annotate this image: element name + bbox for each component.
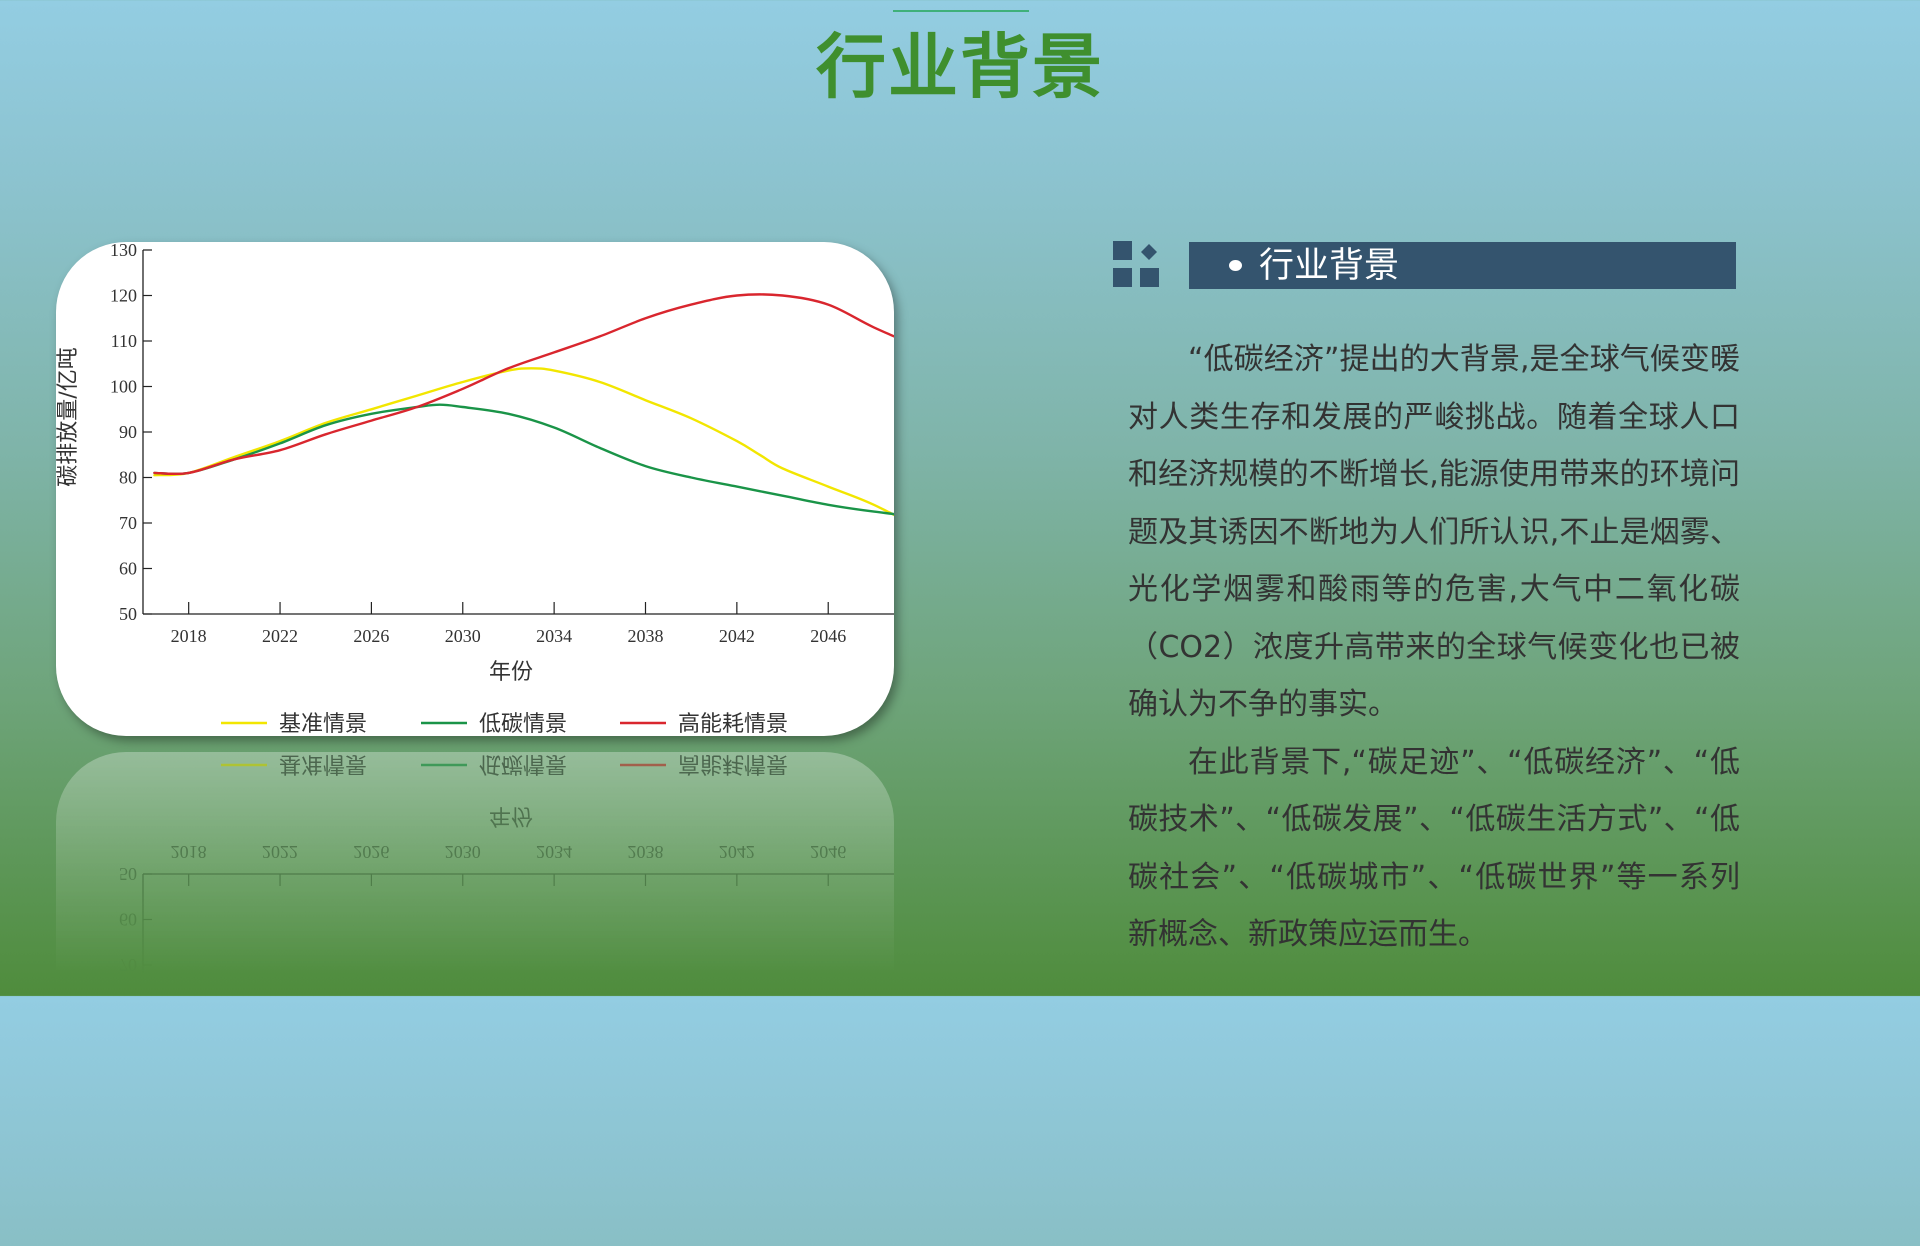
y-tick-label: 120 xyxy=(110,286,137,306)
legend-label: 基准情景 xyxy=(279,752,367,776)
series-line-1 xyxy=(153,367,894,517)
y-tick-label: 80 xyxy=(119,1001,137,1021)
legend-label: 高能耗情景 xyxy=(678,712,788,736)
y-tick-label: 50 xyxy=(119,864,137,884)
y-tick-label: 130 xyxy=(110,1228,137,1246)
x-tick-label: 2046 xyxy=(810,626,846,646)
x-tick-label: 2018 xyxy=(171,842,207,862)
x-tick-label: 2026 xyxy=(353,842,389,862)
bullet-dot-icon xyxy=(1229,260,1242,271)
x-tick-label: 2030 xyxy=(445,626,481,646)
y-tick-label: 60 xyxy=(119,910,137,930)
y-tick-label: 70 xyxy=(119,513,137,533)
legend-label: 高能耗情景 xyxy=(678,752,788,776)
y-tick-label: 110 xyxy=(111,1137,137,1157)
x-tick-label: 2034 xyxy=(536,842,572,862)
y-tick-label: 50 xyxy=(119,604,137,624)
x-tick-label: 2018 xyxy=(171,626,207,646)
x-tick-label: 2046 xyxy=(810,842,846,862)
y-tick-label: 60 xyxy=(119,559,137,579)
y-tick-label: 100 xyxy=(110,1092,137,1112)
series-line-3 xyxy=(153,1012,894,1195)
y-axis-label: 碳排放量/亿吨 xyxy=(56,347,81,486)
chart-reflection: 50 60 70 80 90 100 110 120 130 2018 2022 2026 2030 20… xyxy=(56,752,894,1246)
y-tick-label: 100 xyxy=(110,377,137,397)
x-tick-label: 2034 xyxy=(536,626,572,646)
x-axis-label: 年份 xyxy=(489,803,533,828)
y-tick-label: 110 xyxy=(111,331,137,351)
x-tick-label: 2042 xyxy=(719,626,755,646)
y-tick-label: 70 xyxy=(119,955,137,975)
section-header-bar: 行业背景 xyxy=(1189,242,1736,289)
series-line-3 xyxy=(153,293,894,476)
chart-reflection-graphic: 50 60 70 80 90 100 110 120 130 2018 2022 2026 2030 20… xyxy=(56,752,894,1246)
y-axis-label: 碳排放量/亿吨 xyxy=(56,1001,81,1140)
y-tick-label: 80 xyxy=(119,468,137,488)
series-line-1 xyxy=(153,952,894,1121)
x-tick-label: 2038 xyxy=(627,842,663,862)
grid-diamond-icon xyxy=(1113,241,1159,287)
x-tick-label: 2022 xyxy=(262,842,298,862)
page-title: 行业背景 xyxy=(816,26,1104,108)
body-paragraph-1: “低碳经济”提出的大背景,是全球气候变暖对人类生存和发展的严峻挑战。随着全球人口… xyxy=(1128,342,1740,722)
series-line-2 xyxy=(153,968,894,1085)
y-tick-label: 90 xyxy=(119,422,137,442)
x-tick-label: 2030 xyxy=(445,842,481,862)
title-accent-line xyxy=(893,10,1029,12)
legend-label: 低碳情景 xyxy=(479,712,567,736)
y-tick-label: 120 xyxy=(110,1183,137,1203)
legend-label: 基准情景 xyxy=(279,712,367,736)
x-tick-label: 2022 xyxy=(262,626,298,646)
body-text: “低碳经济”提出的大背景,是全球气候变暖对人类生存和发展的严峻挑战。随着全球人口… xyxy=(1128,331,1740,964)
chart-card: 50 60 70 80 90 100 110 120 130 2018 2022 2026 2030 20… xyxy=(56,242,894,736)
legend-label: 低碳情景 xyxy=(479,752,567,776)
carbon-emission-line-chart: 50 60 70 80 90 100 110 120 130 2018 2022 2026 2030 20… xyxy=(56,242,894,736)
x-tick-label: 2026 xyxy=(353,626,389,646)
x-tick-label: 2038 xyxy=(627,626,663,646)
x-tick-label: 2042 xyxy=(719,842,755,862)
body-paragraph-2: 在此背景下,“碳足迹”、“低碳经济”、“低碳技术”、“低碳发展”、“低碳生活方式… xyxy=(1128,744,1740,953)
x-axis-label: 年份 xyxy=(489,660,533,685)
y-tick-label: 130 xyxy=(110,242,137,260)
section-label: 行业背景 xyxy=(1259,246,1400,286)
y-tick-label: 90 xyxy=(119,1046,137,1066)
series-line-2 xyxy=(153,403,894,516)
